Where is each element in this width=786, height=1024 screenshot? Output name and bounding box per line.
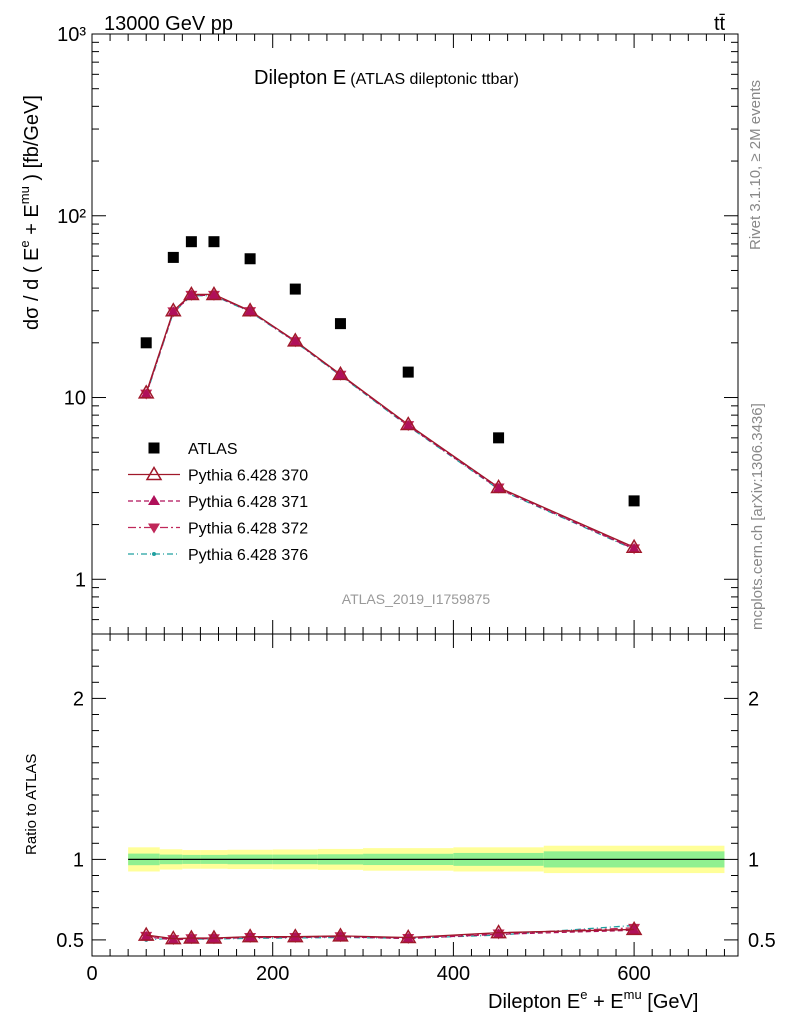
data-point	[140, 337, 152, 349]
mc-point	[244, 305, 257, 316]
legend-marker	[145, 466, 163, 481]
ratio-point	[165, 930, 182, 945]
ytick-label: 10	[64, 388, 86, 410]
legend-label: ATLAS	[188, 441, 238, 458]
mc-point	[628, 542, 641, 553]
data-point	[167, 251, 179, 263]
legend-label: Pythia 6.428 376	[188, 547, 308, 564]
plot-title-main: Dilepton E	[254, 67, 346, 89]
legend: ATLAS Pythia 6.428 370 Pythia 6.428 371 Pyt…	[128, 441, 308, 564]
mc-point	[399, 416, 417, 431]
mc-point	[289, 335, 302, 346]
main-panel: 1 10 10² 10³	[57, 24, 739, 635]
data-point	[402, 366, 414, 378]
mc-point	[286, 332, 304, 347]
data-point	[244, 253, 256, 265]
ratio-line-2	[146, 929, 635, 941]
ratio-point	[137, 926, 155, 941]
legend-label: Pythia 6.428 371	[188, 494, 308, 511]
data-point	[628, 495, 640, 507]
data-point	[185, 236, 197, 248]
ratio-ytick-label: 1	[73, 849, 84, 871]
ytick-label: 10²	[57, 206, 86, 228]
mc-point	[140, 388, 153, 399]
ratio-ytick-label-right: 0.5	[748, 930, 776, 952]
ratio-point	[183, 929, 200, 944]
xtick-label: 600	[617, 963, 650, 985]
ratio-frame	[91, 633, 739, 957]
data-point	[493, 432, 505, 444]
ytick-label: 1	[75, 569, 86, 591]
ratio-ytick-label-right: 1	[748, 849, 759, 871]
mc-point	[165, 302, 182, 317]
mc-point	[167, 306, 180, 317]
main-ylabel: dσ / d ( Ee + Emu ) [fb/GeV]	[17, 95, 43, 330]
ratio-ytick-label: 2	[73, 688, 84, 710]
main-frame	[91, 33, 739, 635]
ratio-point	[241, 928, 259, 943]
ratio-point	[490, 924, 507, 939]
ratio-ylabel: Ratio to ATLAS	[23, 754, 40, 855]
mc-point	[241, 302, 259, 317]
ratio-ytick-label: 0.5	[56, 930, 84, 952]
ratio-panel: 0.5 0.5 1 1 2 2 0 200 400 600	[56, 633, 776, 985]
legend-label: Pythia 6.428 372	[188, 521, 308, 538]
data-point	[334, 318, 346, 330]
ytick-label: 10³	[57, 24, 86, 46]
data-point	[289, 283, 301, 295]
mc-point	[625, 538, 643, 554]
ratio-line-4	[146, 924, 635, 941]
mc-point	[332, 365, 349, 381]
mc-point	[207, 289, 220, 300]
rivet-label: Rivet 3.1.10, ≥ 2M events	[747, 80, 764, 250]
legend-marker	[152, 552, 156, 556]
channel-label: tt̄	[714, 13, 726, 35]
ratio-point	[332, 927, 349, 942]
ratio-point	[205, 929, 223, 944]
xtick-label: 0	[86, 963, 97, 985]
xtick-label: 200	[256, 963, 289, 985]
plot-title-sub: (ATLAS dileptonic ttbar)	[350, 71, 519, 88]
mc-point	[137, 384, 155, 399]
legend-label: Pythia 6.428 370	[188, 468, 308, 485]
series-line-1	[145, 293, 635, 548]
mc-point	[185, 289, 198, 300]
ratio-line-1	[146, 928, 635, 940]
source-label: mcplots.cern.ch [arXiv:1306.3436]	[749, 403, 766, 630]
legend-marker	[148, 495, 160, 505]
ratio-ytick-label-right: 2	[748, 688, 759, 710]
mc-point	[492, 482, 505, 493]
ratio-point	[625, 920, 643, 936]
ratio-point	[628, 924, 641, 935]
data-point	[208, 236, 220, 248]
process-label: 13000 GeV pp	[104, 13, 233, 35]
xlabel: Dilepton Ee + Emu [GeV]	[488, 987, 698, 1013]
mc-point	[205, 285, 223, 301]
series-line-4	[145, 295, 635, 551]
plot-title: Dilepton E (ATLAS dileptonic ttbar)	[254, 67, 519, 89]
mc-point	[334, 369, 347, 380]
analysis-id: ATLAS_2019_I1759875	[342, 591, 491, 607]
legend-marker	[148, 523, 160, 534]
mc-point	[402, 419, 415, 430]
mc-point	[183, 285, 200, 301]
legend-marker	[148, 442, 160, 454]
ratio-point	[286, 928, 304, 943]
ratio-point	[399, 928, 417, 944]
xtick-label: 400	[437, 963, 470, 985]
mc-point	[490, 478, 507, 494]
